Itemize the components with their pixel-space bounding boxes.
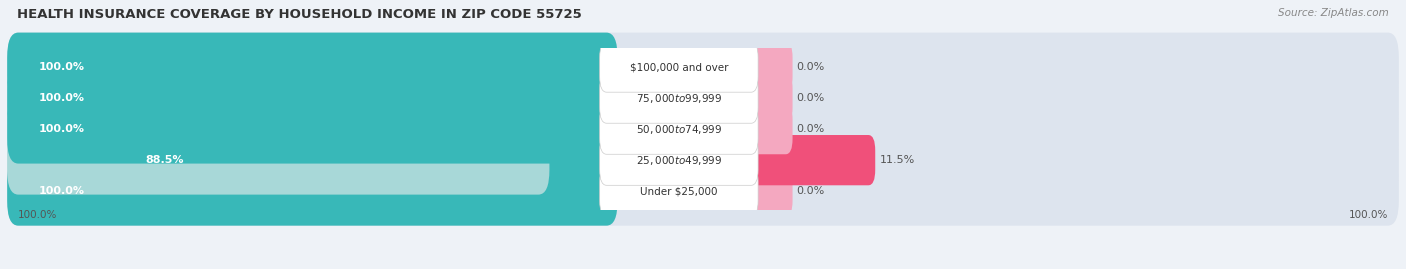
FancyBboxPatch shape [599, 104, 758, 154]
FancyBboxPatch shape [7, 95, 617, 164]
Text: $75,000 to $99,999: $75,000 to $99,999 [636, 91, 723, 105]
FancyBboxPatch shape [7, 95, 1399, 164]
FancyBboxPatch shape [7, 33, 1399, 101]
FancyBboxPatch shape [744, 135, 876, 185]
Text: 100.0%: 100.0% [39, 62, 84, 72]
FancyBboxPatch shape [744, 42, 793, 92]
Text: 100.0%: 100.0% [39, 124, 84, 134]
FancyBboxPatch shape [7, 33, 617, 101]
FancyBboxPatch shape [599, 73, 758, 123]
FancyBboxPatch shape [7, 157, 1399, 226]
Text: 100.0%: 100.0% [39, 186, 84, 196]
FancyBboxPatch shape [599, 166, 758, 216]
Text: $25,000 to $49,999: $25,000 to $49,999 [636, 154, 723, 167]
FancyBboxPatch shape [7, 126, 1399, 194]
FancyBboxPatch shape [7, 64, 1399, 133]
FancyBboxPatch shape [744, 73, 793, 123]
FancyBboxPatch shape [599, 135, 758, 185]
Text: 100.0%: 100.0% [18, 210, 58, 220]
FancyBboxPatch shape [599, 42, 758, 92]
Text: $100,000 and over: $100,000 and over [630, 62, 728, 72]
FancyBboxPatch shape [7, 157, 617, 226]
FancyBboxPatch shape [744, 104, 793, 154]
Text: 0.0%: 0.0% [797, 186, 825, 196]
Text: 0.0%: 0.0% [797, 124, 825, 134]
Text: 88.5%: 88.5% [145, 155, 184, 165]
Text: 0.0%: 0.0% [797, 62, 825, 72]
Text: HEALTH INSURANCE COVERAGE BY HOUSEHOLD INCOME IN ZIP CODE 55725: HEALTH INSURANCE COVERAGE BY HOUSEHOLD I… [17, 8, 582, 21]
Text: 0.0%: 0.0% [797, 93, 825, 103]
Text: 100.0%: 100.0% [39, 93, 84, 103]
Text: 100.0%: 100.0% [1348, 210, 1388, 220]
Text: 11.5%: 11.5% [879, 155, 915, 165]
Text: $50,000 to $74,999: $50,000 to $74,999 [636, 123, 723, 136]
FancyBboxPatch shape [7, 64, 617, 133]
Text: Source: ZipAtlas.com: Source: ZipAtlas.com [1278, 8, 1389, 18]
FancyBboxPatch shape [744, 166, 793, 216]
FancyBboxPatch shape [7, 126, 550, 194]
Text: Under $25,000: Under $25,000 [640, 186, 717, 196]
